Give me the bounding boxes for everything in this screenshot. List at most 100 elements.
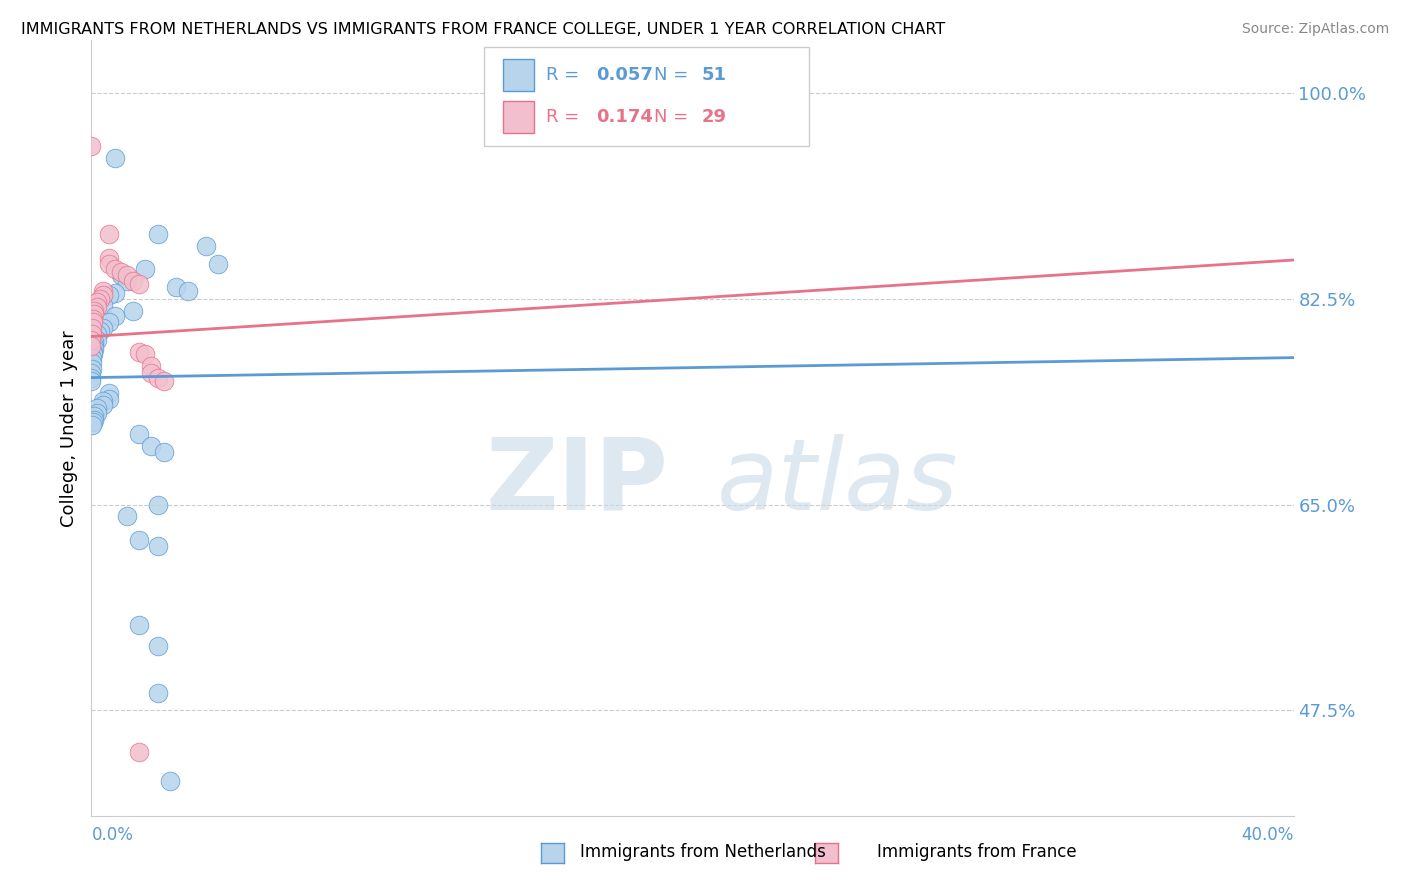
Point [86,295,108,310]
Text: R =: R = [546,66,579,84]
Point [82,415,104,429]
Point [80,370,103,384]
Point [86,300,108,314]
Point [86,333,108,347]
Point [134,347,156,361]
Point [83,335,105,350]
Point [122,303,145,318]
Point [82,351,104,365]
Text: Immigrants from France: Immigrants from France [877,843,1077,861]
Point [80,333,103,347]
FancyBboxPatch shape [502,101,534,134]
Point [82,362,104,376]
Point [159,773,181,788]
Point [128,277,150,291]
Point [82,311,104,326]
Text: ZIP: ZIP [485,434,668,531]
Point [117,274,139,288]
Point [82,356,104,371]
Text: 51: 51 [702,66,727,84]
Point [83,307,105,321]
Point [89,324,111,338]
Point [82,347,104,361]
Point [82,417,104,432]
Point [110,265,132,279]
Point [98,256,121,270]
Point [146,639,169,653]
Point [128,744,150,758]
Point [93,398,115,412]
Text: Immigrants from Netherlands: Immigrants from Netherlands [581,843,825,861]
Point [93,321,115,335]
Point [83,409,105,424]
Point [152,374,174,388]
Point [104,310,127,324]
Point [146,370,169,384]
Text: 0.0%: 0.0% [91,826,134,844]
Point [117,268,139,283]
Text: IMMIGRANTS FROM NETHERLANDS VS IMMIGRANTS FROM FRANCE COLLEGE, UNDER 1 YEAR CORR: IMMIGRANTS FROM NETHERLANDS VS IMMIGRANT… [21,22,945,37]
Point [141,366,163,380]
Point [98,385,121,400]
Point [93,284,115,298]
Point [104,151,127,165]
Point [83,339,105,353]
Point [194,239,217,253]
Point [104,262,127,277]
Point [128,533,150,547]
Point [176,284,198,298]
Text: Source: ZipAtlas.com: Source: ZipAtlas.com [1241,22,1389,37]
Point [86,327,108,342]
Point [104,285,127,300]
Point [82,344,104,359]
Text: 29: 29 [702,108,727,126]
Point [146,227,169,241]
Point [98,288,121,302]
Point [83,413,105,427]
Point [80,339,103,353]
Point [83,343,105,357]
Point [110,268,132,283]
Point [98,392,121,406]
FancyBboxPatch shape [502,59,534,91]
Point [93,394,115,409]
Point [86,401,108,416]
Point [80,139,103,153]
Point [93,298,115,312]
Point [82,321,104,335]
Point [165,280,187,294]
Point [146,539,169,553]
Point [117,509,139,524]
Point [128,344,150,359]
Point [207,256,229,270]
Point [152,444,174,458]
Text: 0.174: 0.174 [596,108,654,126]
Point [98,251,121,265]
Y-axis label: College, Under 1 year: College, Under 1 year [59,330,77,526]
Point [146,686,169,700]
Point [128,617,150,632]
Text: atlas: atlas [717,434,957,531]
Text: 40.0%: 40.0% [1241,826,1294,844]
Point [89,292,111,306]
FancyBboxPatch shape [485,47,808,146]
Text: N =: N = [654,108,688,126]
Text: R =: R = [546,108,579,126]
Text: N =: N = [654,66,688,84]
Point [86,406,108,420]
Point [141,359,163,373]
Point [80,366,103,380]
Point [80,374,103,388]
Point [146,498,169,512]
Point [98,315,121,329]
Point [82,327,104,342]
Point [141,439,163,453]
Point [128,427,150,442]
Point [83,303,105,318]
Text: 0.057: 0.057 [596,66,654,84]
Point [134,262,156,277]
Point [82,315,104,329]
Point [122,274,145,288]
Point [93,288,115,302]
Point [98,227,121,241]
